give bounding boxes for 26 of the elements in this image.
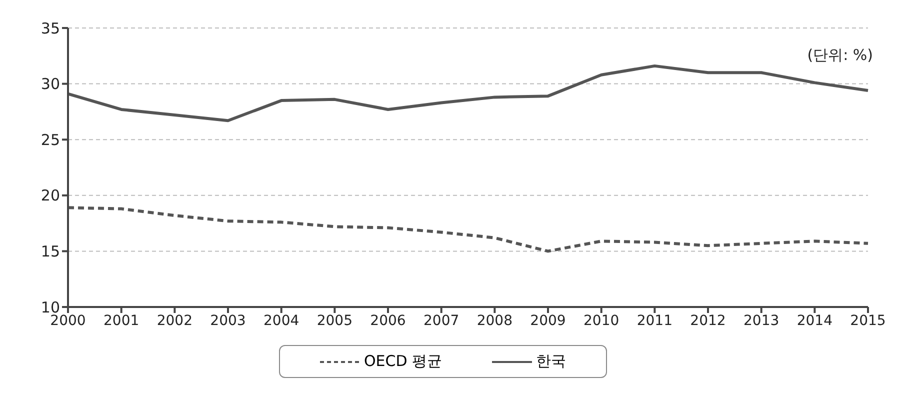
x-tick-label: 2015 (850, 312, 886, 329)
x-tick-label: 2013 (744, 312, 780, 329)
x-tick-label: 2014 (796, 312, 833, 329)
line-series (66, 206, 870, 253)
y-tick-label: 15 (40, 242, 60, 261)
x-tick-label: 2003 (210, 312, 246, 329)
line-series (66, 64, 870, 122)
x-tick-label: 2009 (530, 312, 566, 329)
x-tick-label: 2010 (584, 312, 620, 329)
x-tick-label: 2007 (424, 312, 460, 329)
annotation: (단위: %) (807, 46, 873, 65)
x-tick-label: 2011 (636, 312, 672, 329)
y-tick-label: 20 (40, 186, 60, 205)
legend-label: 한국 (535, 352, 566, 371)
x-tick-label: 2000 (50, 312, 86, 329)
y-tick-label: 25 (40, 130, 60, 149)
x-tick-label: 2002 (156, 312, 192, 329)
x-tick-label: 2012 (690, 312, 726, 329)
y-tick-label: 35 (40, 19, 60, 38)
y-tick-label: 30 (40, 75, 60, 94)
x-tick-label: 2006 (370, 312, 406, 329)
x-tick-label: 2005 (316, 312, 352, 329)
x-tick-label: 2004 (264, 312, 300, 329)
x-tick-label: 2001 (104, 312, 140, 329)
legend-label: OECD 평균 (362, 352, 442, 371)
x-tick-label: 2008 (476, 312, 512, 329)
